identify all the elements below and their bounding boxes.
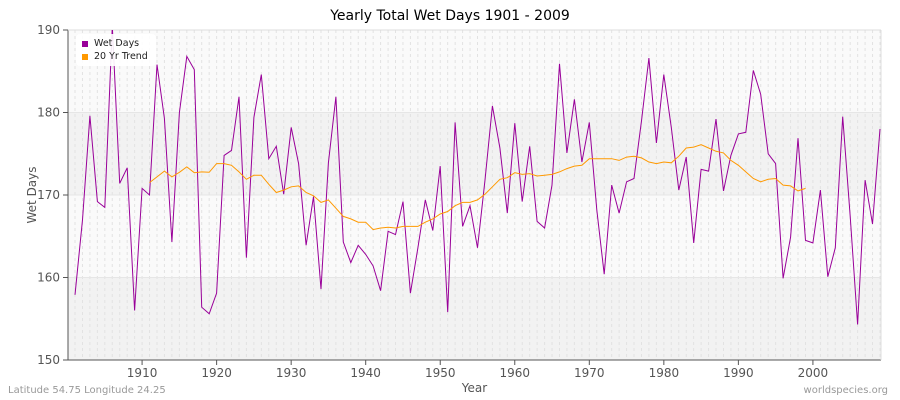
y-tick-label: 160 — [37, 271, 60, 285]
x-tick-label: 1960 — [499, 366, 530, 380]
x-tick-label: 1910 — [127, 366, 158, 380]
source-label: worldspecies.org — [803, 385, 888, 396]
y-tick-label: 180 — [37, 106, 60, 120]
x-tick-label: 1930 — [276, 366, 307, 380]
wet-days-line — [74, 30, 881, 325]
legend-swatch — [82, 53, 88, 60]
x-tick-label: 1980 — [649, 366, 680, 380]
x-tick-label: 1990 — [723, 366, 754, 380]
x-tick-label: 1920 — [201, 366, 232, 380]
coordinates-label: Latitude 54.75 Longitude 24.25 — [8, 385, 166, 396]
trend-line — [149, 144, 806, 231]
y-tick-label: 190 — [37, 23, 60, 37]
y-tick-label: 170 — [37, 188, 60, 202]
legend-item-wet-days: Wet Days — [82, 37, 148, 50]
x-tick-label: 1940 — [350, 366, 381, 380]
grid-band — [68, 112, 881, 195]
legend-label: Wet Days — [94, 38, 140, 49]
legend-item-trend: 20 Yr Trend — [82, 50, 148, 63]
grid-band — [68, 277, 881, 360]
y-tick-label: 150 — [37, 353, 60, 367]
legend-label: 20 Yr Trend — [94, 51, 148, 62]
x-tick-label: 2000 — [798, 366, 829, 380]
x-tick-label: 1970 — [574, 366, 605, 380]
x-axis-label: Year — [461, 381, 487, 395]
chart-title: Yearly Total Wet Days 1901 - 2009 — [330, 8, 570, 24]
y-axis-label: Wet Days — [25, 166, 39, 223]
legend: Wet Days 20 Yr Trend — [76, 34, 156, 66]
x-tick-label: 1950 — [425, 366, 456, 380]
legend-swatch — [82, 40, 88, 47]
